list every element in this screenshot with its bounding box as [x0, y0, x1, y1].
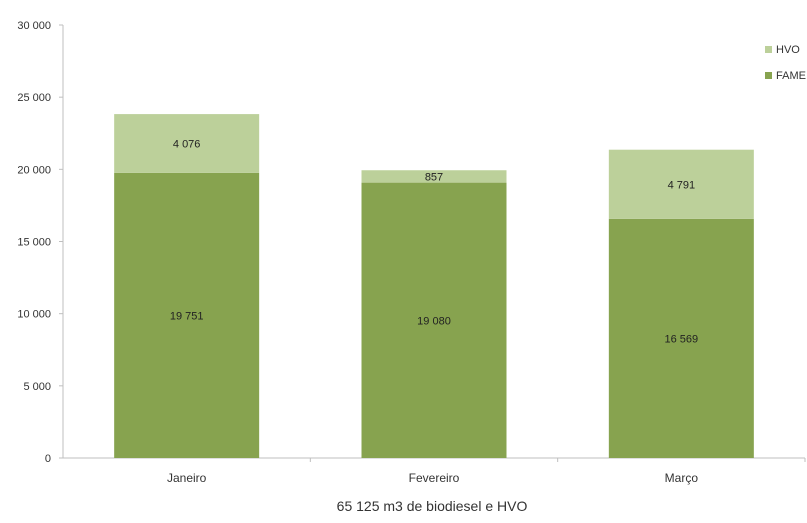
y-tick-label: 30 000	[17, 20, 51, 32]
chart-data-labels: 19 751 4 076 19 080 857 16 569 4 791	[170, 139, 698, 346]
bar-hvo-março	[608, 149, 754, 219]
y-tick-label: 0	[45, 453, 51, 465]
x-category-label: Março	[665, 471, 699, 485]
bar-fame-janeiro	[114, 172, 260, 458]
legend-label-hvo: HVO	[776, 44, 800, 56]
data-label-hvo: 4 076	[173, 139, 201, 151]
y-tick-label: 15 000	[17, 237, 51, 249]
data-label-hvo: 857	[425, 171, 443, 183]
data-label-hvo: 4 791	[668, 179, 696, 191]
legend-swatch-hvo	[765, 46, 772, 53]
chart-caption: 65 125 m3 de biodiesel e HVO	[337, 498, 528, 514]
x-category-label: Janeiro	[167, 471, 207, 485]
legend-label-fame: FAME	[776, 70, 806, 82]
chart-legend: HVO FAME	[765, 44, 806, 82]
bar-hvo-janeiro	[114, 114, 260, 173]
data-label-fame: 19 080	[417, 315, 451, 327]
legend-swatch-fame	[765, 72, 772, 79]
y-tick-label: 25 000	[17, 92, 51, 104]
bar-fame-fevereiro	[361, 182, 507, 458]
data-label-fame: 19 751	[170, 310, 204, 322]
chart-axes: 0 5 000 10 000 15 000 20 000 25 000 30 000 Jane…	[17, 20, 806, 485]
x-category-label: Fevereiro	[409, 471, 460, 485]
bar-fame-março	[608, 218, 754, 458]
y-tick-label: 10 000	[17, 309, 51, 321]
chart-bars	[114, 114, 754, 458]
y-tick-label: 20 000	[17, 164, 51, 176]
data-label-fame: 16 569	[665, 333, 699, 345]
bar-hvo-fevereiro	[361, 170, 507, 183]
y-tick-label: 5 000	[23, 381, 51, 393]
